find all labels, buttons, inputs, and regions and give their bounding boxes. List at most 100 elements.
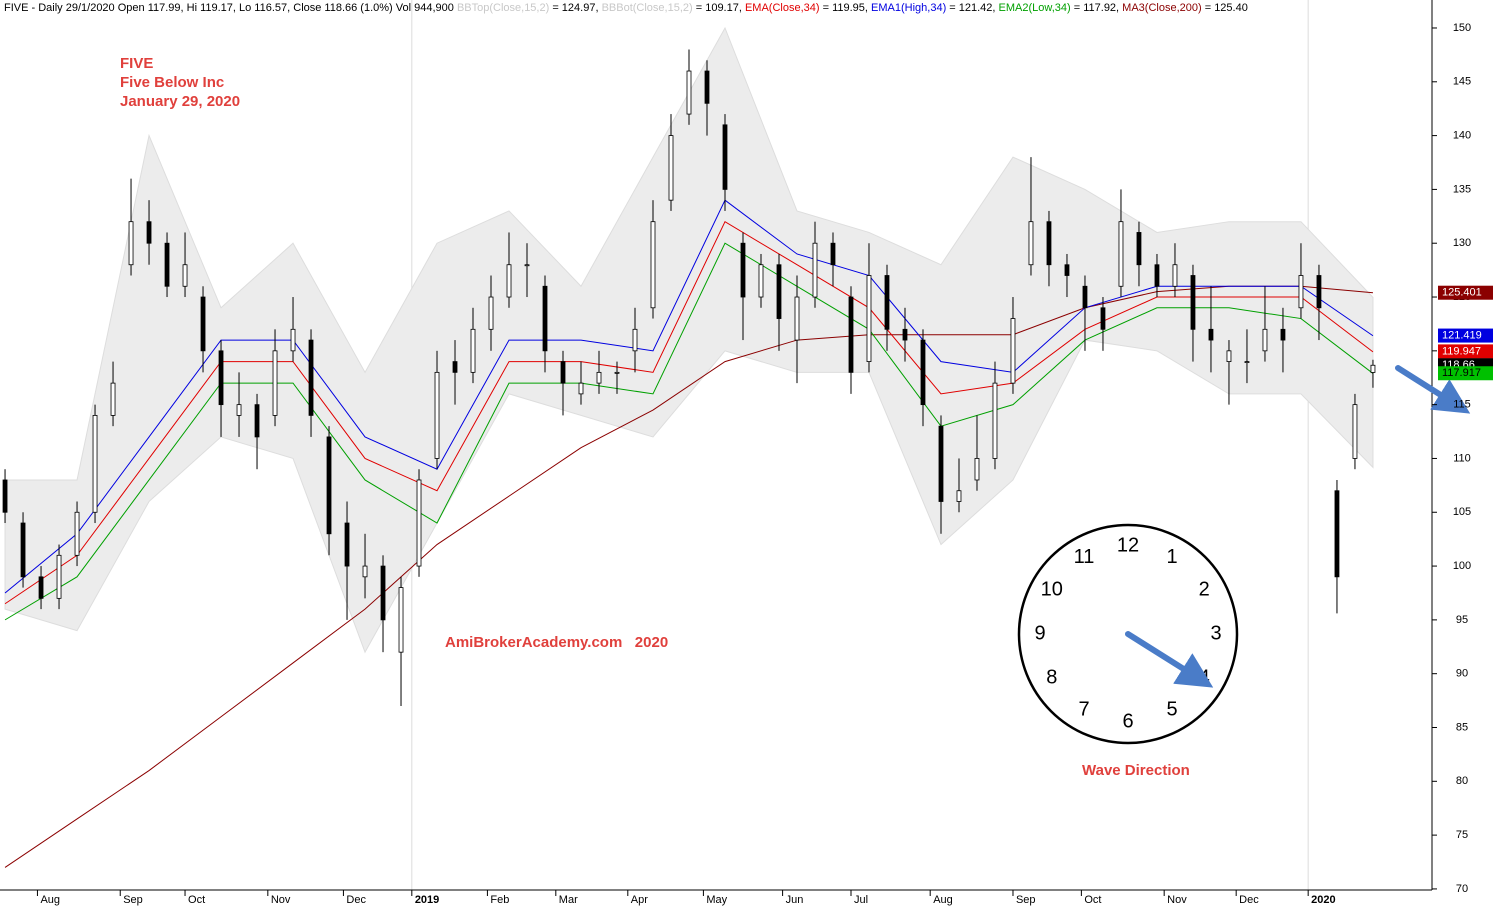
clock-number: 2 <box>1199 578 1210 600</box>
candle-body <box>920 339 926 406</box>
candle-body <box>164 242 170 287</box>
candle-body <box>542 285 548 352</box>
candle-body <box>1316 275 1322 309</box>
header-segment: = 117.92, <box>1071 2 1122 14</box>
header-segment: BBTop(Close,15,2) <box>457 2 549 14</box>
indicator-line <box>4 220 1374 605</box>
clock-number: 12 <box>1117 534 1139 556</box>
clock-number: 6 <box>1122 710 1133 732</box>
x-tick-label: Feb <box>490 894 509 906</box>
candle-body <box>38 576 44 599</box>
x-tick-label: Nov <box>1167 894 1187 906</box>
direction-arrow <box>1395 365 1471 414</box>
x-tick-label: Aug <box>40 894 60 906</box>
header-segment: MA3(Close,200) <box>1122 2 1201 14</box>
price-tag-label: 125.401 <box>1442 287 1482 299</box>
x-tick-label: May <box>706 894 727 906</box>
candle-body <box>380 565 386 621</box>
clock-number: 7 <box>1078 698 1089 720</box>
y-tick-label: 90 <box>1456 668 1468 680</box>
candle-body <box>1046 221 1052 266</box>
y-tick-label: 85 <box>1456 721 1468 733</box>
axis-layer: 7075808590951001051101151201251301351401… <box>36 22 1493 906</box>
y-tick-label: 100 <box>1453 560 1471 572</box>
candle-body <box>1352 404 1358 459</box>
title-block: FIVE Five Below Inc January 29, 2020 Ami… <box>120 55 1190 779</box>
clock-number: 5 <box>1166 698 1177 720</box>
candle-body <box>452 361 458 373</box>
indicator-line <box>4 285 1374 868</box>
x-tick-label: Jun <box>786 894 804 906</box>
clock-number: 11 <box>1074 546 1095 568</box>
candle-body <box>398 587 404 653</box>
candle-body <box>902 328 908 341</box>
clock-number: 10 <box>1041 578 1063 600</box>
candle-body <box>1100 307 1106 330</box>
y-tick-label: 105 <box>1453 506 1471 518</box>
candle-body <box>1280 328 1286 341</box>
x-tick-label: Jul <box>854 894 868 906</box>
x-tick-label: Oct <box>1084 894 1101 906</box>
header-segment: = 109.17, <box>693 2 745 14</box>
candle-body <box>488 296 494 330</box>
candle-body <box>272 350 278 416</box>
symbol: FIVE <box>120 55 153 72</box>
candle-body <box>668 135 674 201</box>
x-tick-label: Nov <box>271 894 291 906</box>
header-segment: EMA2(Low,34) <box>999 2 1071 14</box>
header-segment: EMA(Close,34) <box>745 2 820 14</box>
price-tag-label: 121.419 <box>1442 329 1482 341</box>
candle-body <box>866 275 872 362</box>
candle-body <box>614 371 620 374</box>
x-tick-label: 2020 <box>1311 894 1335 906</box>
candle-body <box>884 275 890 330</box>
price-tag <box>1438 366 1493 381</box>
header-segment: EMA1(High,34) <box>871 2 946 14</box>
header: FIVE - Daily 29/1/2020 Open 117.99, Hi 1… <box>4 2 1248 14</box>
y-tick-label: 110 <box>1453 452 1471 464</box>
watermark: AmiBrokerAcademy.com 2020 <box>445 634 668 651</box>
candle-body <box>434 371 440 459</box>
candle-body <box>848 296 854 373</box>
clock-number: 1 <box>1166 546 1177 568</box>
candle-body <box>1118 221 1124 287</box>
header-segment: BBBot(Close,15,2) <box>602 2 693 14</box>
clock-arrow <box>1125 631 1214 688</box>
header-segment: = 119.95, <box>820 2 871 14</box>
candle-body <box>1334 490 1340 578</box>
candle-body <box>794 296 800 341</box>
line-layer <box>4 199 1374 868</box>
x-tick-label: Dec <box>346 894 366 906</box>
x-tick-label: Mar <box>559 894 578 906</box>
candle-body <box>1028 221 1034 266</box>
price-tag <box>1438 328 1493 343</box>
candle-body <box>650 221 656 309</box>
candle-body <box>722 124 728 190</box>
x-tick-label: 2019 <box>415 894 439 906</box>
candle-body <box>128 221 134 266</box>
candle-body <box>1370 364 1376 373</box>
candle-body <box>470 328 476 373</box>
wave-label: Wave Direction <box>1082 762 1190 779</box>
indicator-line <box>4 199 1374 594</box>
candle-body <box>1226 350 1232 362</box>
price-tag <box>1438 285 1493 300</box>
candle-body <box>1172 264 1178 287</box>
candle-body <box>632 328 638 352</box>
header-segment: FIVE - Daily 29/1/2020 Open 117.99, Hi 1… <box>4 2 457 14</box>
y-tick-label: 145 <box>1453 76 1471 88</box>
candle-body <box>1136 232 1142 266</box>
candle-body <box>992 382 998 459</box>
candle-body <box>146 221 152 244</box>
candle-body <box>74 511 80 556</box>
x-tick-label: Apr <box>631 894 648 906</box>
y-tick-label: 70 <box>1456 883 1468 895</box>
clock-number: 3 <box>1210 622 1221 644</box>
candle-body <box>1190 275 1196 330</box>
candle-body <box>110 382 116 416</box>
candle-body <box>344 522 350 567</box>
date: January 29, 2020 <box>120 93 240 110</box>
candle-body <box>776 264 782 319</box>
candle-body <box>1082 285 1088 309</box>
